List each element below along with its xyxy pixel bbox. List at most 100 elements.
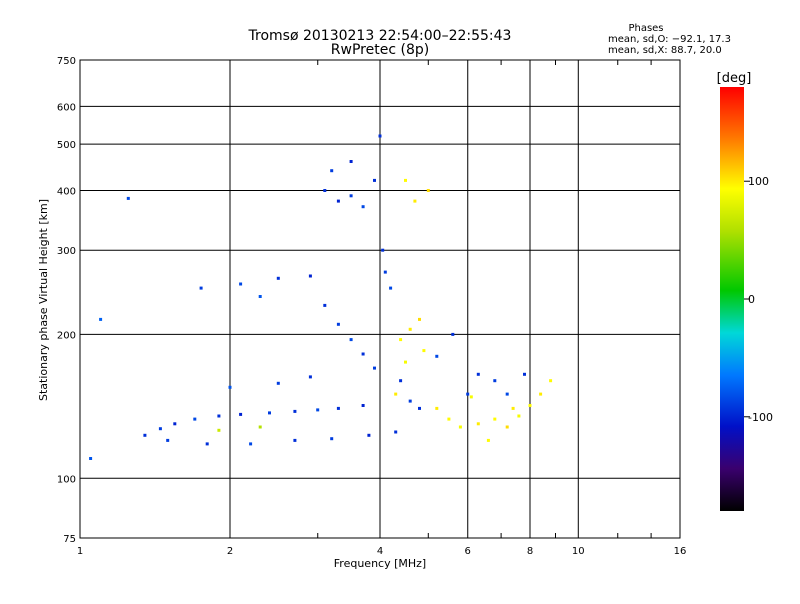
data-point — [469, 395, 473, 399]
x-tick-label: 2 — [227, 546, 233, 557]
data-point — [373, 178, 376, 182]
data-point — [378, 134, 382, 138]
data-point — [404, 178, 407, 182]
data-point — [367, 433, 371, 437]
y-tick-label: 600 — [57, 102, 76, 113]
data-point — [399, 379, 403, 383]
y-tick-label: 75 — [63, 534, 76, 545]
phase-o-line: mean, sd,O: −92.1, 17.3 — [608, 34, 731, 45]
data-point — [422, 349, 426, 353]
data-point — [336, 322, 340, 326]
data-point — [447, 417, 451, 421]
data-point — [408, 399, 412, 403]
data-point — [373, 366, 376, 370]
data-point — [418, 317, 421, 321]
data-point — [217, 414, 221, 418]
x-tick-labels: 1 2 4 6 8 10 16 — [77, 546, 687, 557]
data-point — [323, 189, 327, 192]
x-tick-label: 16 — [674, 546, 687, 557]
phase-x-line: mean, sd,X: 88.7, 20.0 — [608, 45, 722, 56]
colorbar — [720, 87, 744, 511]
chart-subtitle: RwPretec (8p) — [331, 42, 429, 58]
data-point — [158, 427, 162, 431]
data-point — [239, 412, 243, 416]
data-point — [228, 385, 232, 389]
data-point — [394, 392, 398, 396]
data-point — [505, 425, 509, 429]
data-point — [258, 425, 262, 429]
data-point — [239, 282, 243, 286]
data-point — [476, 372, 480, 376]
data-point — [418, 406, 421, 410]
y-tick-label: 200 — [57, 330, 76, 341]
data-point — [308, 274, 312, 278]
data-point — [217, 428, 221, 432]
phase-title: Phases — [628, 23, 663, 34]
y-tick-label: 400 — [57, 186, 76, 197]
points-layer — [89, 134, 553, 460]
data-point — [549, 379, 553, 383]
data-point — [316, 408, 320, 412]
data-point — [249, 442, 253, 446]
data-point — [99, 317, 103, 321]
data-point — [426, 189, 430, 192]
plot-frame — [79, 59, 681, 539]
data-point — [361, 205, 365, 209]
data-point — [399, 338, 403, 342]
colorbar-label: [deg] — [717, 71, 752, 86]
data-point — [166, 438, 170, 442]
data-point — [126, 196, 130, 200]
x-tick-label: 10 — [572, 546, 585, 557]
x-tick-label: 6 — [465, 546, 471, 557]
data-point — [539, 392, 543, 396]
data-point — [451, 332, 455, 336]
y-axis-label: Stationary phase Virtual Height [km] — [37, 199, 50, 401]
data-point — [89, 457, 93, 460]
data-point — [330, 169, 334, 173]
data-point — [361, 404, 365, 407]
data-point — [361, 352, 365, 356]
y-tick-label: 300 — [57, 246, 76, 257]
data-point — [528, 404, 532, 407]
data-point — [193, 417, 197, 421]
data-point — [349, 194, 353, 198]
x-tick-label: 1 — [77, 546, 83, 557]
data-point — [268, 411, 271, 415]
data-point — [199, 286, 203, 290]
data-point — [408, 327, 412, 331]
data-point — [493, 379, 497, 383]
y-tick-label: 500 — [57, 140, 76, 151]
data-point — [466, 392, 470, 396]
y-tick-label: 750 — [57, 56, 76, 67]
data-point — [308, 375, 312, 379]
x-tick-label: 4 — [377, 546, 383, 557]
data-point — [435, 354, 439, 358]
data-point — [143, 433, 147, 437]
data-point — [173, 422, 177, 426]
data-point — [276, 276, 280, 280]
colorbar-tick-label: 100 — [748, 175, 769, 188]
data-point — [413, 199, 417, 203]
data-point — [349, 338, 353, 342]
data-point — [476, 422, 480, 426]
x-tick-label: 8 — [527, 546, 533, 557]
data-point — [394, 430, 398, 434]
grid-layer — [80, 60, 680, 538]
data-point — [458, 425, 462, 429]
data-point — [383, 270, 387, 274]
y-tick-label: 100 — [57, 474, 76, 485]
data-point — [523, 372, 526, 376]
data-point — [336, 199, 340, 203]
data-point — [505, 392, 509, 396]
data-point — [205, 442, 209, 446]
data-point — [435, 406, 439, 410]
data-point — [293, 438, 297, 442]
colorbar-tick-label: -100 — [748, 411, 773, 424]
data-point — [293, 409, 297, 413]
data-point — [389, 286, 393, 290]
data-point — [258, 295, 262, 298]
x-axis-label: Frequency [MHz] — [334, 557, 426, 570]
data-point — [323, 303, 327, 307]
